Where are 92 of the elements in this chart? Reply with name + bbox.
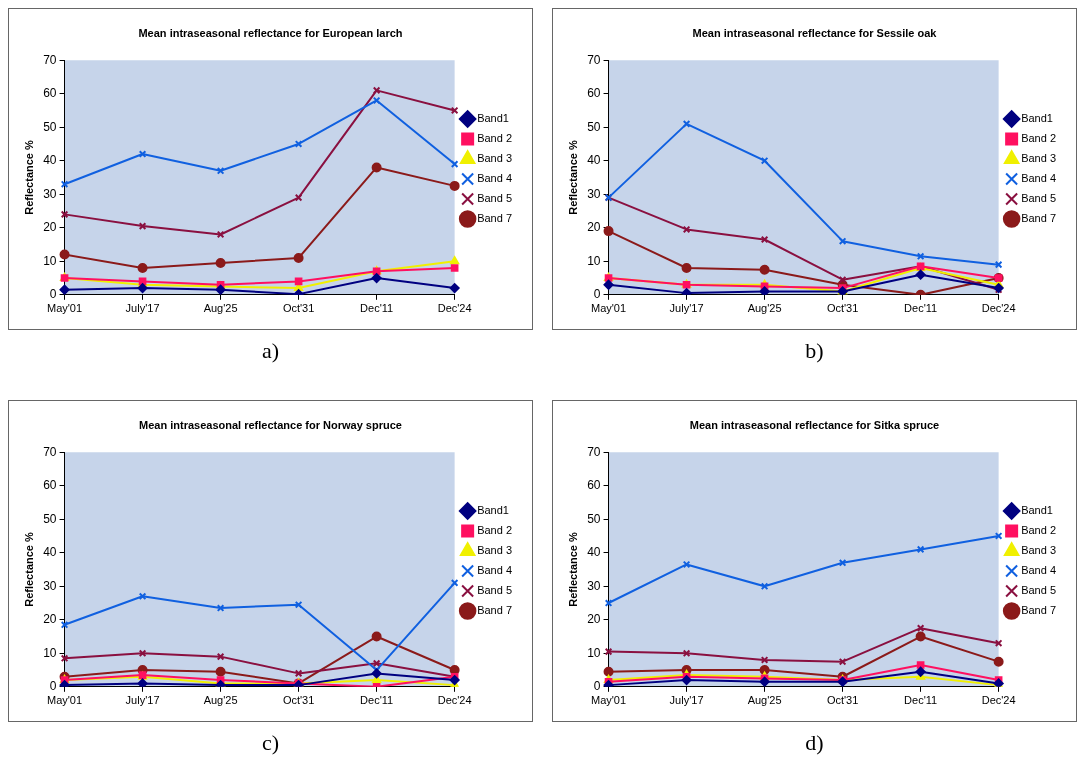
x-tick-label: May'01: [46, 694, 83, 707]
x-tick-label: Aug'25: [203, 302, 238, 315]
x-tick-label: Oct'31: [826, 694, 859, 707]
legend-label: Band 7: [1021, 604, 1057, 617]
legend-label: Band 2: [1021, 524, 1057, 537]
x-tick-label: Dec'24: [981, 694, 1016, 707]
y-tick-label: 70: [587, 52, 601, 67]
x-tick-label: Dec'24: [981, 302, 1016, 315]
y-tick-label: 60: [587, 86, 601, 101]
legend-label: Band 2: [477, 132, 513, 145]
y-tick-label: 0: [49, 287, 57, 302]
x-tick-label: May'01: [590, 694, 627, 707]
legend-label: Band 4: [477, 564, 513, 577]
x-tick-label: Oct'31: [826, 302, 859, 315]
x-tick-label: Dec'24: [437, 302, 472, 315]
y-tick-label: 40: [587, 545, 601, 560]
legend-label: Band 4: [1021, 564, 1057, 577]
y-tick-label: 50: [43, 511, 57, 526]
legend-label: Band 4: [477, 172, 513, 185]
legend-label: Band 7: [477, 212, 513, 225]
y-tick-label: 0: [593, 679, 601, 694]
chart-title: Mean intraseasonal reflectance for Sitka spruce: [689, 418, 940, 431]
legend-label: Band1: [1021, 504, 1053, 517]
legend-label: Band 5: [1021, 192, 1057, 205]
x-tick-label: Aug'25: [747, 302, 782, 315]
y-axis-title: Reflectance %: [22, 531, 35, 607]
y-tick-label: 0: [593, 287, 601, 302]
y-tick-label: 10: [587, 645, 601, 660]
x-tick-label: Dec'11: [360, 302, 394, 315]
legend-label: Band 2: [1021, 132, 1057, 145]
y-axis-title: Reflectance %: [566, 531, 579, 607]
x-tick-label: July'17: [125, 302, 160, 315]
y-tick-label: 30: [587, 186, 601, 201]
y-tick-label: 50: [587, 511, 601, 526]
y-tick-label: 10: [587, 253, 601, 268]
text: a): [260, 338, 281, 364]
legend-label: Band 3: [1021, 544, 1057, 557]
x-tick-label: July'17: [125, 694, 160, 707]
y-axis-title: Reflectance %: [566, 139, 579, 215]
y-tick-label: 70: [43, 444, 57, 459]
y-tick-label: 20: [587, 220, 601, 235]
y-tick-label: 40: [587, 153, 601, 168]
x-tick-label: Aug'25: [203, 694, 238, 707]
y-tick-label: 0: [49, 679, 57, 694]
y-tick-label: 70: [43, 52, 57, 67]
y-tick-label: 10: [43, 645, 57, 660]
legend-label: Band1: [477, 504, 509, 517]
x-tick-label: Oct'31: [282, 302, 315, 315]
chart-title: Mean intraseasonal reflectance for European larch: [138, 26, 403, 39]
legend-label: Band 7: [477, 604, 513, 617]
y-tick-label: 70: [587, 444, 601, 459]
x-tick-label: Dec'11: [904, 694, 938, 707]
legend-label: Band 3: [477, 152, 513, 165]
legend-label: Band 4: [1021, 172, 1057, 185]
legend-label: Band1: [477, 112, 509, 125]
legend-label: Band 5: [477, 192, 513, 205]
y-tick-label: 40: [43, 153, 57, 168]
legend-label: Band 7: [1021, 212, 1057, 225]
legend-label: Band 5: [477, 584, 513, 597]
legend-label: Band 3: [477, 544, 513, 557]
y-tick-label: 50: [43, 119, 57, 134]
x-tick-label: May'01: [590, 302, 627, 315]
legend-label: Band 3: [1021, 152, 1057, 165]
chart-title: Mean intraseasonal reflectance for Sessile oak: [692, 26, 938, 39]
x-tick-label: May'01: [46, 302, 83, 315]
x-tick-label: Dec'24: [437, 694, 472, 707]
y-tick-label: 60: [587, 478, 601, 493]
y-tick-label: 20: [43, 612, 57, 627]
y-tick-label: 30: [587, 578, 601, 593]
legend-label: Band 5: [1021, 584, 1057, 597]
y-tick-label: 20: [43, 220, 57, 235]
y-tick-label: 50: [587, 119, 601, 134]
y-tick-label: 60: [43, 478, 57, 493]
y-tick-label: 30: [43, 578, 57, 593]
x-tick-label: Aug'25: [747, 694, 782, 707]
y-tick-label: 20: [587, 612, 601, 627]
y-tick-label: 10: [43, 253, 57, 268]
y-tick-label: 30: [43, 186, 57, 201]
x-tick-label: Oct'31: [282, 694, 315, 707]
text: c): [260, 730, 281, 756]
x-tick-label: Dec'11: [360, 694, 394, 707]
y-axis-title: Reflectance %: [22, 139, 35, 215]
y-tick-label: 40: [43, 545, 57, 560]
x-tick-label: July'17: [669, 694, 704, 707]
legend-label: Band 2: [477, 524, 513, 537]
legend-label: Band1: [1021, 112, 1053, 125]
x-tick-label: July'17: [669, 302, 704, 315]
chart-title: Mean intraseasonal reflectance for Norway spruce: [139, 418, 402, 431]
text: d): [804, 730, 825, 756]
text: b): [804, 338, 825, 364]
x-tick-label: Dec'11: [904, 302, 938, 315]
y-tick-label: 60: [43, 86, 57, 101]
